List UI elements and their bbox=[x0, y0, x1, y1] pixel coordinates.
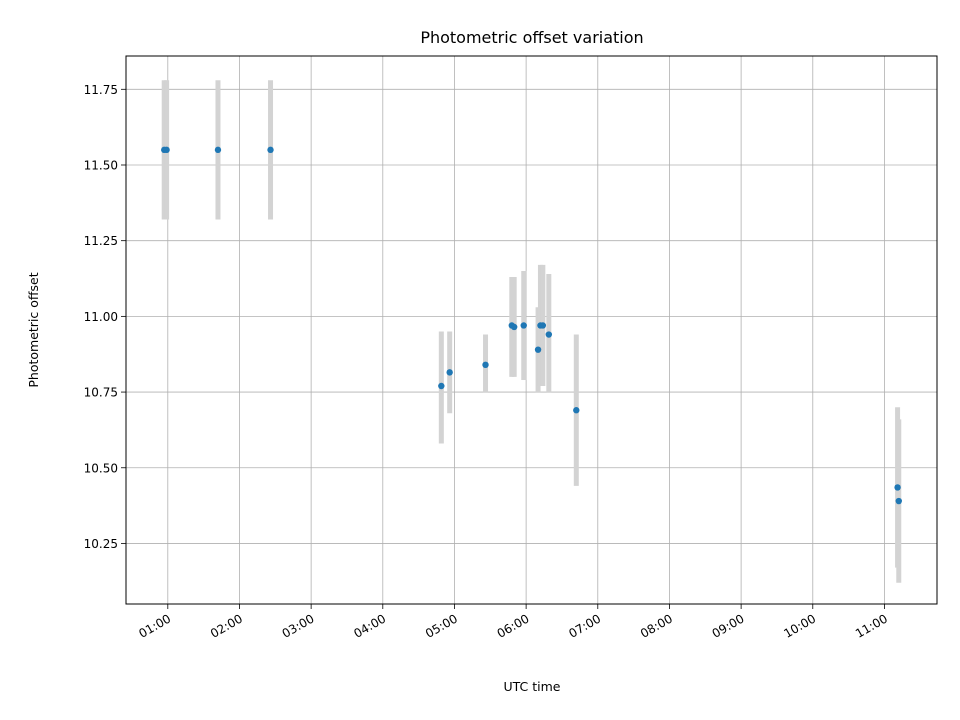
data-point bbox=[895, 497, 902, 505]
y-tick-label: 10.75 bbox=[84, 386, 118, 400]
data-point bbox=[539, 322, 547, 329]
data-point bbox=[482, 361, 489, 369]
y-tick-label: 10.50 bbox=[84, 461, 118, 475]
data-point bbox=[510, 323, 518, 331]
data-point bbox=[520, 322, 527, 329]
y-tick-label: 11.25 bbox=[84, 234, 118, 248]
y-axis-ticks: 10.25 10.50 10.75 11.00 11.25 11.50 11.75 bbox=[84, 83, 126, 551]
point-layer bbox=[161, 146, 902, 505]
x-tick-label: 08:00 bbox=[638, 611, 675, 640]
plot-frame bbox=[125, 55, 938, 605]
y-tick-label: 11.50 bbox=[84, 158, 118, 172]
error-bar-layer bbox=[161, 80, 902, 583]
y-tick-label: 11.00 bbox=[84, 310, 118, 324]
data-point bbox=[894, 484, 901, 491]
y-tick-label: 11.75 bbox=[84, 83, 118, 97]
data-point bbox=[573, 407, 580, 414]
data-point bbox=[267, 146, 274, 154]
x-tick-label: 01:00 bbox=[136, 611, 173, 640]
x-tick-label: 06:00 bbox=[495, 611, 532, 640]
data-point bbox=[214, 146, 222, 154]
x-axis-label: UTC time bbox=[504, 679, 561, 694]
x-tick-label: 03:00 bbox=[280, 611, 317, 640]
chart-title: Photometric offset variation bbox=[420, 28, 643, 47]
x-tick-label: 05:00 bbox=[423, 611, 460, 640]
x-tick-label: 02:00 bbox=[208, 611, 245, 640]
data-point bbox=[534, 346, 542, 353]
y-tick-label: 10.25 bbox=[84, 537, 118, 551]
data-point bbox=[163, 146, 170, 154]
data-point bbox=[438, 382, 445, 390]
x-axis-ticks: 01:00 02:00 03:00 04:00 05:00 06:00 07:00 08:00… bbox=[136, 604, 890, 641]
x-tick-label: 07:00 bbox=[566, 611, 603, 640]
x-tick-label: 10:00 bbox=[781, 611, 818, 640]
x-tick-label: 04:00 bbox=[351, 611, 388, 640]
x-tick-label: 11:00 bbox=[853, 611, 890, 640]
y-axis-label: Photometric offset bbox=[26, 272, 41, 387]
x-tick-label: 09:00 bbox=[710, 611, 747, 640]
data-point bbox=[446, 369, 453, 376]
grid-layer bbox=[126, 56, 937, 604]
data-point bbox=[545, 331, 553, 338]
